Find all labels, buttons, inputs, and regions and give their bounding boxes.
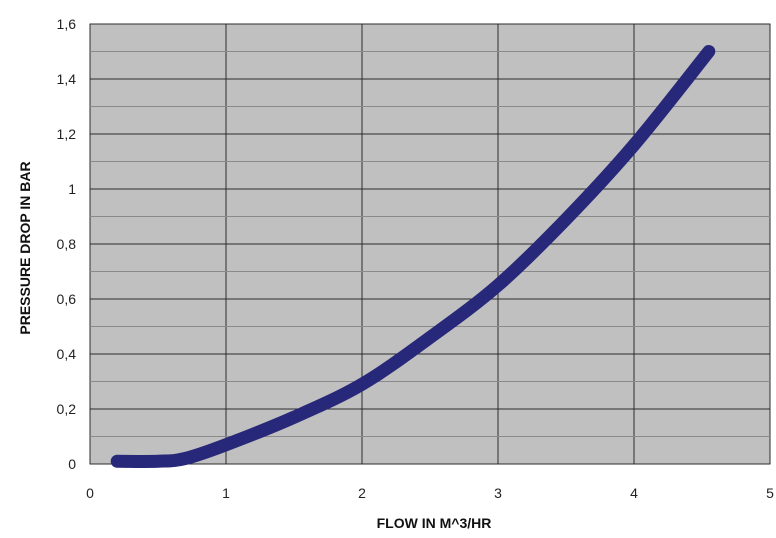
x-tick-label: 0 (86, 485, 94, 501)
x-axis-ticks: 0 1 2 3 4 5 (86, 485, 774, 501)
x-tick-label: 1 (222, 485, 230, 501)
grid-lines (89, 23, 771, 465)
y-axis-ticks: 0 0,2 0,4 0,6 0,8 1 1,2 1,4 1,6 (57, 16, 77, 472)
y-tick-label: 0,8 (57, 236, 77, 252)
y-tick-label: 0,4 (57, 346, 77, 362)
y-tick-label: 1,4 (57, 71, 77, 87)
series-layer (110, 45, 716, 468)
x-tick-label: 4 (630, 485, 638, 501)
y-tick-label: 1 (68, 181, 76, 197)
x-tick-label: 3 (494, 485, 502, 501)
y-tick-label: 1,6 (57, 16, 77, 32)
y-tick-label: 1,2 (57, 126, 77, 142)
y-axis-title: PRESSURE DROP IN BAR (17, 161, 33, 334)
y-tick-label: 0,6 (57, 291, 77, 307)
y-tick-label: 0,2 (57, 401, 77, 417)
series-line (110, 45, 716, 468)
x-axis-title: FLOW IN M^3/HR (377, 515, 492, 531)
x-tick-label: 5 (766, 485, 774, 501)
x-tick-label: 2 (358, 485, 366, 501)
y-tick-label: 0 (68, 456, 76, 472)
